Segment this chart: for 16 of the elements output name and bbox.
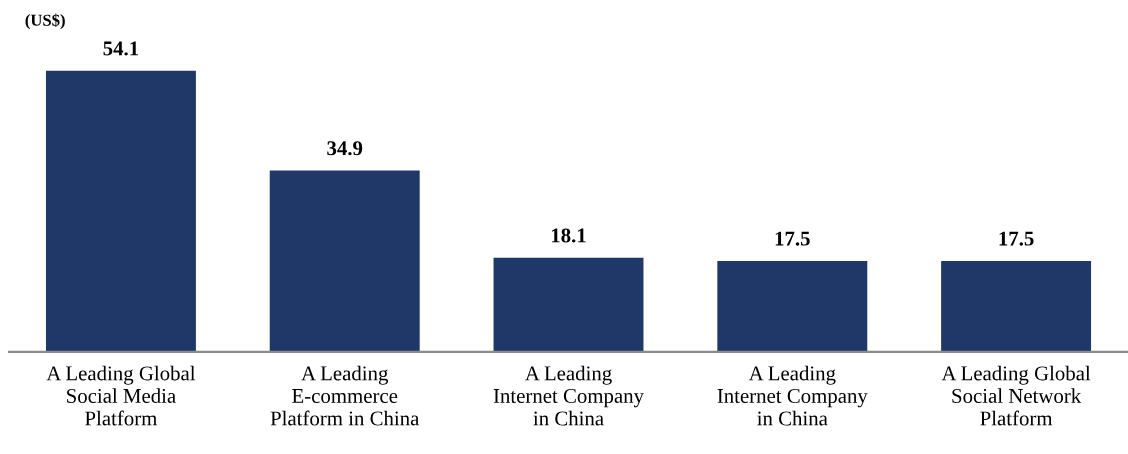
data-label: 54.1 [103,41,139,56]
data-label: 17.5 [775,231,810,246]
bar [269,170,420,352]
data-label: 18.1 [551,228,586,243]
x-tick-label: A Leading Global Social Media Platform [46,365,196,426]
y-axis-title: (US$) [25,13,65,30]
data-label: 17.5 [999,231,1034,246]
x-tick-label: A Leading E-commerce Platform in China [270,365,420,426]
bar [941,260,1092,352]
x-tick-label: A Leading Internet Company in China [717,365,868,426]
data-label: 34.9 [327,141,363,156]
bar [45,70,196,352]
x-tick-label: A Leading Global Social Network Platform [941,365,1091,426]
bar [717,260,868,352]
bar [493,257,644,352]
x-tick-label: A Leading Internet Company in China [493,365,644,426]
